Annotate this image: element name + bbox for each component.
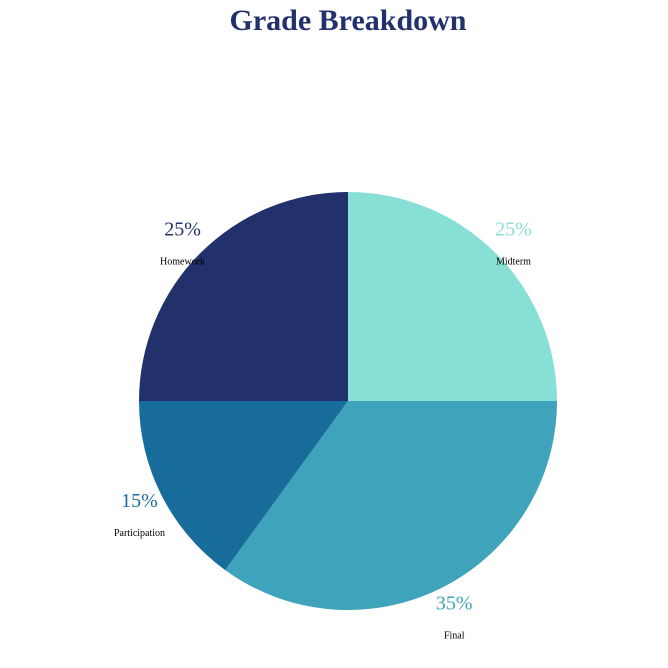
pie-slice-midterm [348,192,557,401]
pie-slice-final [225,401,557,610]
pie-percent-label-final: 35% [436,592,473,614]
pie-slices [139,192,557,610]
pie-slice-participation [139,401,348,571]
pie-category-label-homework: Homework [160,257,205,268]
pie-labels: 25% Midterm 35% Final 15% Participation 25% Hom… [114,219,532,642]
chart-title: Grade Breakdown [229,4,467,37]
pie-category-label-midterm: Midterm [496,257,531,268]
pie-category-label-final: Final [444,630,465,641]
pie-category-label-participation: Participation [114,528,165,539]
pie-slice-homework [139,192,348,401]
pie-percent-label-participation: 15% [121,490,158,512]
pie-percent-label-midterm: 25% [495,219,532,241]
pie-percent-label-homework: 25% [164,219,201,241]
